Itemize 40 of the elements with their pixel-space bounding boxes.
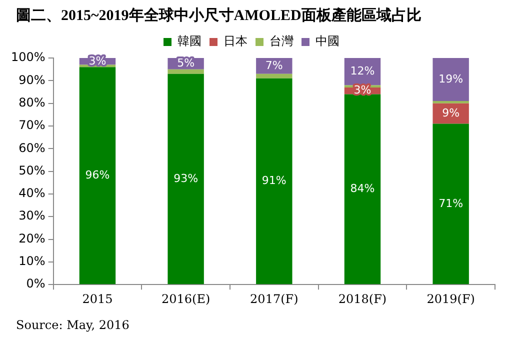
data-label: 84% xyxy=(350,182,375,196)
y-tick-label: 40% xyxy=(18,186,46,200)
bar xyxy=(432,124,469,284)
source-note: Source: May, 2016 xyxy=(16,318,130,332)
y-tick-label: 60% xyxy=(18,140,46,155)
y-tick-label: 20% xyxy=(18,231,46,246)
data-label: 5% xyxy=(177,56,195,70)
legend-label: 中國 xyxy=(316,34,340,48)
x-tick-label: 2016(E) xyxy=(161,292,210,306)
bar xyxy=(256,74,292,78)
y-tick-label: 10% xyxy=(18,254,46,268)
legend-label: 韓國 xyxy=(178,34,202,48)
data-label: 93% xyxy=(174,172,198,185)
data-label: 12% xyxy=(350,64,375,78)
x-tick-label: 2015 xyxy=(82,292,113,306)
x-tick-label: 2018(F) xyxy=(338,292,387,306)
data-label: 3% xyxy=(354,84,372,97)
y-tick-label: 0% xyxy=(26,276,46,291)
x-tick-label: 2017(F) xyxy=(250,292,298,306)
bar xyxy=(79,67,116,284)
data-label: 19% xyxy=(438,72,464,86)
y-tick-label: 80% xyxy=(18,95,46,110)
x-tick-label: 2019(F) xyxy=(426,292,475,306)
legend-label: 日本 xyxy=(224,34,248,48)
y-tick-label: 90% xyxy=(18,72,46,87)
y-tick-label: 30% xyxy=(18,208,46,223)
y-tick-label: 50% xyxy=(18,163,46,178)
bar xyxy=(168,69,204,74)
data-label: 71% xyxy=(438,196,464,210)
y-tick-label: 70% xyxy=(18,118,46,132)
chart-title: 圖二、2015~2019年全球中小尺寸AMOLED面板產能區域占比 xyxy=(16,6,422,25)
bar xyxy=(344,94,381,284)
bar xyxy=(256,78,292,284)
data-label: 9% xyxy=(442,106,460,120)
data-label: 96% xyxy=(85,168,110,182)
data-label: 91% xyxy=(262,174,286,188)
legend-label: 台灣 xyxy=(270,34,294,48)
data-label: 7% xyxy=(265,58,283,72)
bar xyxy=(168,74,204,284)
y-tick-label: 100% xyxy=(10,50,46,64)
